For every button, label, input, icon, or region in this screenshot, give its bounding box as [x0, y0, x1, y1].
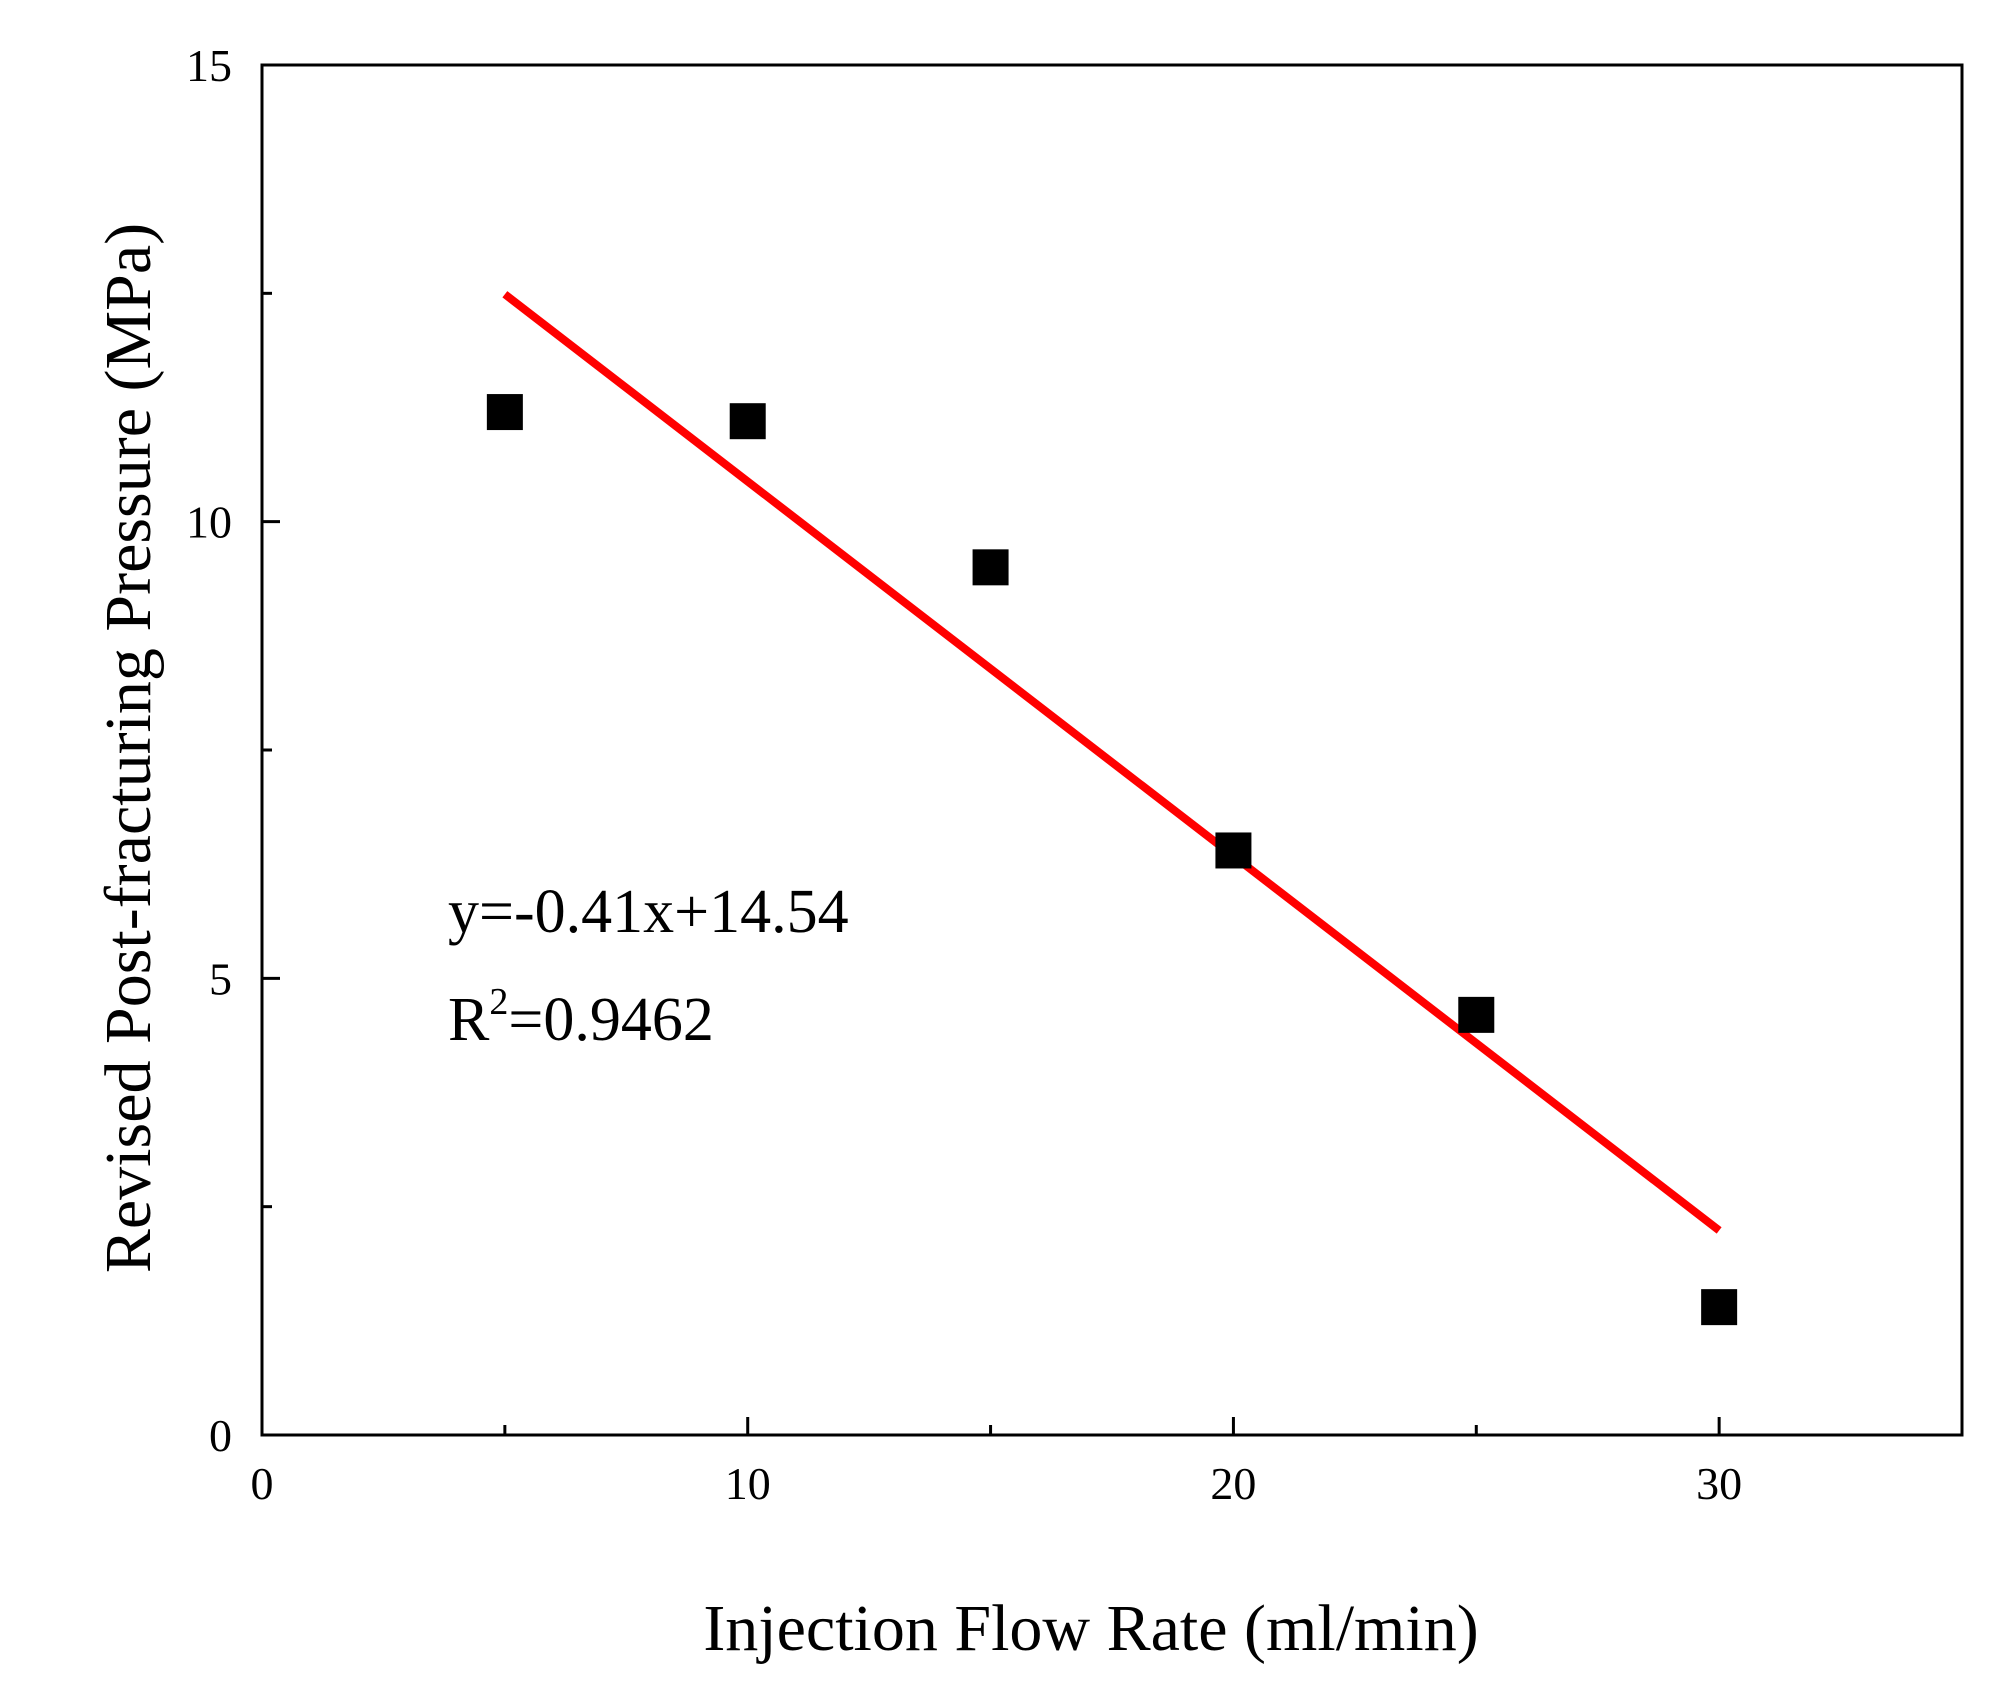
r-squared-prefix: R [448, 986, 490, 1054]
y-tick-labels: 0 5 10 15 [186, 40, 232, 1461]
y-tick-label: 5 [209, 953, 232, 1004]
y-tick-label: 10 [186, 497, 232, 548]
x-minor-ticks [503, 1425, 1478, 1435]
x-tick-labels: 0 10 20 30 [251, 1458, 1743, 1509]
x-tick-label: 20 [1210, 1458, 1256, 1509]
data-point-square [1701, 1289, 1738, 1326]
data-point-square [972, 549, 1009, 586]
y-minor-ticks [262, 291, 272, 1209]
x-tick-label: 30 [1696, 1458, 1742, 1509]
y-tick-label: 0 [209, 1410, 232, 1461]
plot-frame [260, 63, 1964, 1437]
x-axis-title: Injection Flow Rate (ml/min) [703, 1592, 1478, 1665]
x-tick-label: 0 [251, 1458, 274, 1509]
y-axis-title: Revised Post-fracturing Pressure (MPa) [92, 223, 165, 1273]
x-major-ticks [260, 1417, 1721, 1435]
data-point-square [1458, 996, 1495, 1033]
r-squared: R2=0.9462 [448, 981, 714, 1054]
linear-fit-line [502, 291, 1722, 1234]
r-squared-value: =0.9462 [508, 986, 713, 1054]
x-tick-label: 10 [725, 1458, 771, 1509]
data-point-square [1215, 832, 1252, 869]
y-tick-label: 15 [186, 40, 232, 91]
data-point-square [486, 394, 523, 431]
data-points [486, 394, 1738, 1326]
y-major-ticks [262, 63, 280, 1437]
r-squared-superscript: 2 [489, 981, 508, 1023]
data-point-square [729, 403, 766, 440]
fit-equation: y=-0.41x+14.54 [448, 878, 849, 946]
